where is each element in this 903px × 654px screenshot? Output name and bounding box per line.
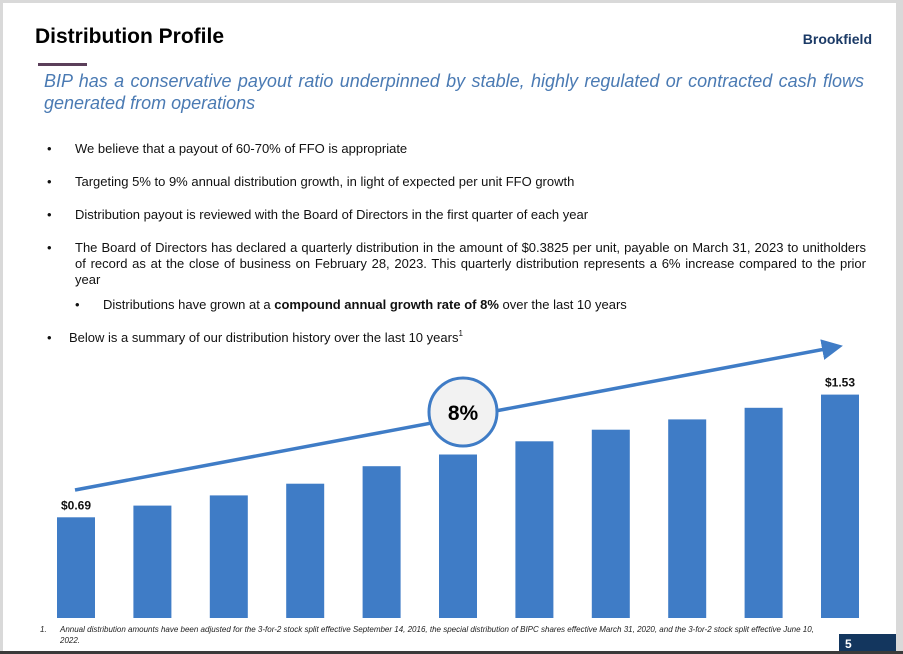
bullet-text-main: Below is a summary of our distribution h… (69, 330, 459, 345)
bar-5 (362, 466, 401, 618)
footnote-text: Annual distribution amounts have been ad… (60, 625, 814, 645)
cagr-circle (427, 376, 499, 448)
footnote-ref: 1 (458, 329, 463, 338)
bar-10 (744, 407, 783, 618)
value-label-11: $1.53 (825, 376, 855, 390)
bullet-marker: • (47, 174, 52, 189)
value-label-1: $0.69 (61, 498, 91, 512)
footnote-number: 1. (40, 625, 47, 634)
bar-series (57, 394, 859, 618)
bullet-text-bold: compound annual growth rate of 8% (274, 297, 499, 312)
bullet-text-before: Distributions have grown at a (103, 297, 275, 312)
bullet-text: Distribution payout is reviewed with the… (75, 207, 589, 222)
accent-rule (38, 63, 87, 66)
bullet-text: We believe that a payout of 60-70% of FF… (75, 141, 408, 156)
bullet-marker: • (47, 141, 52, 156)
page-title: Distribution Profile (35, 25, 224, 48)
subtitle: BIP has a conservative payout ratio unde… (44, 71, 864, 113)
bottom-border (0, 651, 903, 654)
bar-6 (439, 454, 477, 618)
bar-7 (515, 441, 554, 618)
bar-4 (286, 483, 325, 618)
bullet-text: Distributions have grown at a compound a… (103, 297, 863, 313)
bullet-text-after: over the last 10 years (498, 297, 627, 312)
bar-3 (209, 495, 248, 618)
bullet-marker: • (47, 240, 52, 255)
cagr-label: 8% (448, 402, 479, 425)
page-number: 5 (839, 634, 896, 651)
bar-2 (133, 505, 172, 618)
bullet-text: Below is a summary of our distribution h… (69, 330, 859, 346)
bar-11 (821, 394, 859, 618)
bar-1 (57, 517, 95, 618)
brand-logo-text: Brookfield (802, 31, 872, 47)
value-labels: $0.69 $1.53 (61, 376, 855, 513)
bar-9 (668, 419, 707, 618)
bullet-text: The Board of Directors has declared a qu… (75, 240, 866, 287)
bar-8 (591, 429, 630, 618)
bullet-marker: • (47, 207, 52, 222)
bullet-text: Targeting 5% to 9% annual distribution g… (75, 174, 575, 189)
bullet-marker: • (47, 330, 52, 345)
bullet-marker: • (75, 297, 80, 312)
